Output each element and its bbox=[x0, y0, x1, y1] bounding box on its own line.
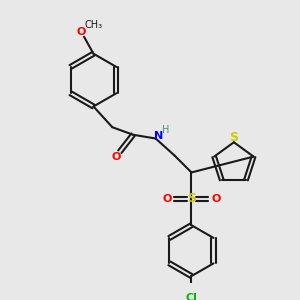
Text: CH₃: CH₃ bbox=[84, 20, 103, 30]
Text: O: O bbox=[111, 152, 121, 162]
Text: S: S bbox=[230, 131, 238, 144]
Text: O: O bbox=[211, 194, 220, 204]
Text: H: H bbox=[162, 125, 170, 135]
Text: O: O bbox=[162, 194, 172, 204]
Text: Cl: Cl bbox=[185, 293, 197, 300]
Text: N: N bbox=[154, 131, 163, 141]
Text: O: O bbox=[76, 27, 86, 37]
Text: S: S bbox=[187, 192, 196, 205]
